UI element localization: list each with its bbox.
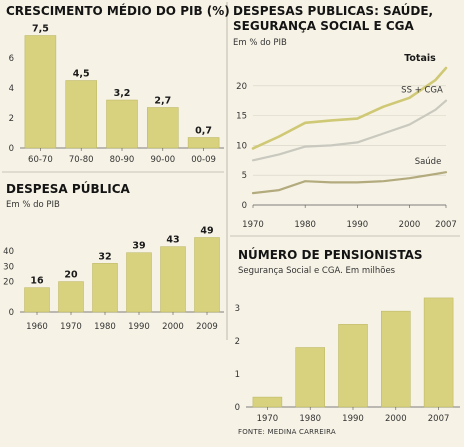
despesa-bar-4 [160,246,186,313]
despesa-data-label-4: 43 [166,235,179,246]
pensionistas-chart-subtitle: Segurança Social e CGA. Em milhões [238,266,396,276]
despesa-ytick-2: 30 [3,262,14,272]
despesa-data-label-5: 49 [200,226,213,237]
despesa-category-label-2: 1980 [94,322,116,332]
pensionistas-bar-2 [338,324,368,408]
saude-ytick-0: 0 [242,201,247,211]
pib-ytick-3: 6 [9,54,14,64]
saude-chart-title-line-1: DESPESAS PUBLICAS: SAÚDE, [233,3,433,18]
pib-ytick-2: 4 [9,84,14,94]
despesa-ytick-3: 40 [3,247,14,257]
saude-xtick-1: 1980 [294,220,316,230]
despesa-category-label-3: 1990 [128,322,150,332]
pib-ytick-1: 2 [9,114,14,124]
saude-ytick-3: 15 [236,112,247,122]
pensionistas-category-label-2: 1990 [342,414,364,424]
pensionistas-ytick-1: 1 [235,370,240,380]
despesa-data-label-0: 16 [30,276,44,287]
saude-xtick-2: 1990 [347,220,369,230]
saude-xtick-3: 2000 [399,220,421,230]
pib-data-label-0: 7,5 [32,24,49,35]
despesa-category-label-0: 1960 [26,322,48,332]
pib-bar-0 [24,35,57,149]
pib-category-label-0: 60-70 [28,155,53,165]
pib-category-label-2: 80-90 [110,155,135,165]
saude-ytick-2: 10 [236,141,247,151]
despesa-chart-subtitle: Em % do PIB [6,200,60,210]
pensionistas-bar-0 [252,396,283,408]
despesa-ytick-0: 0 [9,308,14,318]
pib-bar-4 [187,137,220,149]
pib-data-label-4: 0,7 [195,126,212,137]
pib-category-label-1: 70-80 [69,155,94,165]
pib-category-label-3: 90-00 [150,155,175,165]
despesa-category-label-4: 2000 [162,322,184,332]
saude-series-label-2: Saúde [415,157,442,167]
pensionistas-chart: NÚMERO DE PENSIONISTAS Segurança Social … [235,247,460,424]
pensionistas-category-label-3: 2000 [385,414,407,424]
pib-bar-1 [65,80,97,149]
saude-series-line-2 [251,171,448,195]
pib-category-label-4: 00-09 [191,155,216,165]
despesa-category-label-5: 2009 [196,322,218,332]
saude-ytick-1: 5 [242,171,247,181]
pib-chart: CRESCIMENTO MÉDIO DO PIB (%) 0 2 4 6 60-70 7,… [6,3,230,165]
pensionistas-chart-title: NÚMERO DE PENSIONISTAS [238,247,423,262]
saude-ytick-4: 20 [236,82,247,92]
despesa-bar-0 [24,287,50,313]
pensionistas-bar-4 [423,297,454,408]
saude-series-label-0: Totais [404,53,436,64]
pensionistas-bar-3 [381,310,411,408]
despesa-data-label-3: 39 [132,241,145,252]
despesa-ytick-1: 20 [3,278,14,288]
despesa-bar-1 [58,281,84,313]
pib-data-label-3: 2,7 [154,96,171,107]
despesa-category-label-1: 1970 [60,322,82,332]
despesa-data-label-2: 32 [98,251,111,262]
pib-data-label-2: 3,2 [114,88,131,99]
pib-bar-2 [106,99,138,149]
pensionistas-bar-1 [295,347,325,408]
pib-bar-3 [147,107,179,149]
saude-chart: DESPESAS PUBLICAS: SAÚDE, SEGURANÇA SOCI… [233,3,457,230]
saude-xtick-0: 1970 [242,220,264,230]
pib-chart-title: CRESCIMENTO MÉDIO DO PIB (%) [6,3,230,18]
saude-series-line-1 [251,99,448,162]
saude-series-label-1: SS + CGA [401,86,443,96]
pib-data-label-1: 4,5 [73,69,90,80]
saude-chart-subtitle: Em % do PIB [233,38,287,48]
pensionistas-category-label-4: 2007 [428,414,450,424]
despesa-chart: DESPESA PÚBLICA Em % do PIB 0 20 30 40 1960 1… [3,181,224,332]
despesa-bar-3 [126,252,152,313]
pensionistas-category-label-1: 1980 [299,414,321,424]
pensionistas-ytick-0: 0 [235,403,240,413]
pensionistas-category-label-0: 1970 [257,414,279,424]
despesa-data-label-1: 20 [64,270,78,281]
saude-chart-title-line-2: SEGURANÇA SOCIAL E CGA [233,19,415,33]
pensionistas-ytick-2: 2 [235,337,240,347]
saude-xtick-4: 2007 [435,220,457,230]
saude-series-line-0 [251,66,448,150]
despesa-chart-title: DESPESA PÚBLICA [6,181,131,196]
pib-ytick-0: 0 [9,144,14,154]
pensionistas-ytick-3: 3 [235,304,240,314]
despesa-bar-2 [92,263,118,313]
source-note: FONTE: MEDINA CARREIRA [238,428,336,436]
despesa-bar-5 [194,237,220,313]
